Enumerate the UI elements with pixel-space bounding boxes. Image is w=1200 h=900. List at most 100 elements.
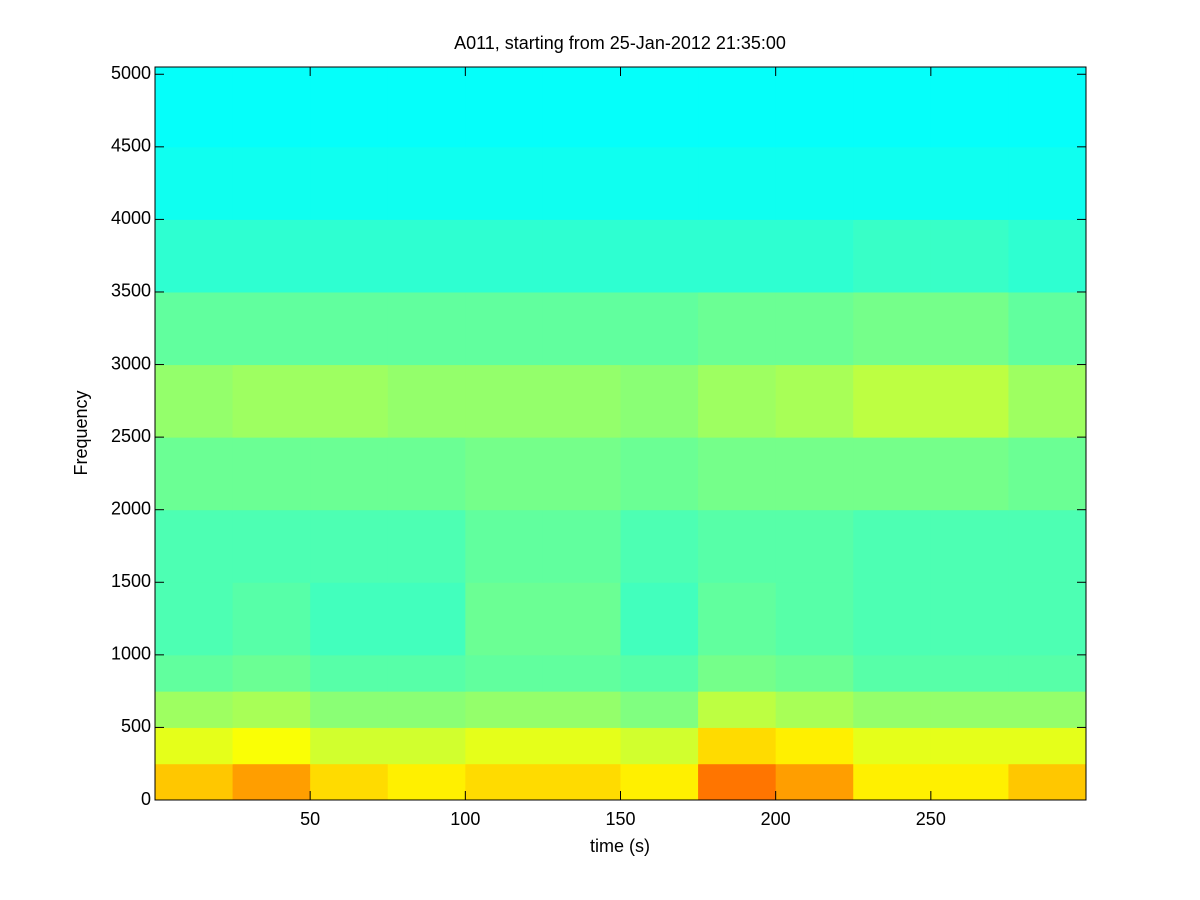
heat-cell: [620, 291, 699, 366]
heat-cell: [387, 67, 466, 148]
heat-cell: [620, 691, 699, 728]
heat-cell: [853, 582, 932, 656]
heat-cell: [853, 509, 932, 583]
heat-cell: [155, 582, 234, 656]
heat-cell: [1008, 364, 1087, 438]
heat-cell: [232, 763, 311, 801]
heat-cell: [310, 582, 389, 656]
heat-cell: [155, 727, 234, 765]
heat-cell: [155, 691, 234, 728]
heat-cell: [310, 364, 389, 438]
heat-cell: [775, 727, 854, 765]
heat-cell: [930, 291, 1009, 366]
heat-cell: [853, 291, 932, 366]
heat-cell: [232, 654, 311, 692]
heat-cell: [698, 146, 777, 220]
heat-cell: [310, 509, 389, 583]
heat-cell: [698, 727, 777, 765]
heat-cell: [155, 437, 234, 511]
y-tick-label: 0: [141, 789, 151, 809]
heat-cell: [698, 364, 777, 438]
heat-cell: [620, 654, 699, 692]
heat-cell: [155, 654, 234, 692]
y-tick-label: 4500: [111, 136, 151, 156]
heat-cell: [387, 727, 466, 765]
heat-cell: [1008, 146, 1087, 220]
heat-cell: [853, 691, 932, 728]
heat-cell: [1008, 727, 1087, 765]
y-tick-label: 1500: [111, 571, 151, 591]
heat-cell: [232, 582, 311, 656]
heat-cell: [620, 146, 699, 220]
heat-cell: [853, 67, 932, 148]
heat-cell: [542, 437, 621, 511]
y-tick-label: 1000: [111, 644, 151, 664]
x-axis-label: time (s): [590, 836, 650, 856]
heat-cell: [698, 582, 777, 656]
heat-cell: [465, 509, 544, 583]
heat-cell: [698, 691, 777, 728]
heat-cell: [387, 763, 466, 801]
heat-cell: [1008, 763, 1087, 801]
heat-cell: [387, 291, 466, 366]
heat-cell: [542, 67, 621, 148]
heat-cell: [853, 219, 932, 293]
x-tick-label: 50: [300, 809, 320, 829]
heat-cell: [465, 364, 544, 438]
heat-cell: [775, 509, 854, 583]
heat-cell: [1008, 67, 1087, 148]
heat-cell: [232, 509, 311, 583]
heat-cell: [310, 654, 389, 692]
heat-cell: [930, 364, 1009, 438]
heat-cell: [155, 291, 234, 366]
heat-cell: [387, 509, 466, 583]
y-tick-label: 5000: [111, 63, 151, 83]
heat-cell: [465, 146, 544, 220]
heat-cell: [775, 67, 854, 148]
heat-cell: [465, 437, 544, 511]
heat-cell: [465, 291, 544, 366]
heat-cell: [387, 582, 466, 656]
heat-cell: [155, 146, 234, 220]
x-tick-label: 150: [605, 809, 635, 829]
heat-cell: [232, 291, 311, 366]
heat-cell: [775, 654, 854, 692]
x-tick-label: 250: [916, 809, 946, 829]
heat-cell: [542, 509, 621, 583]
heat-cell: [387, 146, 466, 220]
heat-cell: [775, 691, 854, 728]
heat-cell: [232, 691, 311, 728]
heat-cell: [310, 291, 389, 366]
heat-cell: [775, 146, 854, 220]
heat-cell: [310, 146, 389, 220]
heat-cell: [542, 291, 621, 366]
heat-cell: [465, 582, 544, 656]
heat-cell: [465, 219, 544, 293]
heat-cell: [155, 509, 234, 583]
heat-cell: [930, 691, 1009, 728]
heat-cell: [620, 509, 699, 583]
heat-cell: [310, 763, 389, 801]
heat-cell: [853, 763, 932, 801]
heat-cell: [232, 727, 311, 765]
heat-cell: [310, 219, 389, 293]
heat-cell: [698, 654, 777, 692]
heat-cell: [465, 727, 544, 765]
heat-cell: [310, 67, 389, 148]
heat-cell: [387, 691, 466, 728]
heat-cell: [1008, 219, 1087, 293]
heat-cell: [930, 582, 1009, 656]
heat-cell: [232, 437, 311, 511]
y-tick-label: 3500: [111, 281, 151, 301]
heat-cell: [310, 437, 389, 511]
heat-cell: [698, 763, 777, 801]
heat-cell: [620, 763, 699, 801]
heat-cell: [542, 691, 621, 728]
heat-cell: [1008, 582, 1087, 656]
heat-cell: [620, 727, 699, 765]
heat-cell: [542, 146, 621, 220]
heat-cell: [930, 67, 1009, 148]
heat-cell: [542, 219, 621, 293]
x-tick-label: 100: [450, 809, 480, 829]
